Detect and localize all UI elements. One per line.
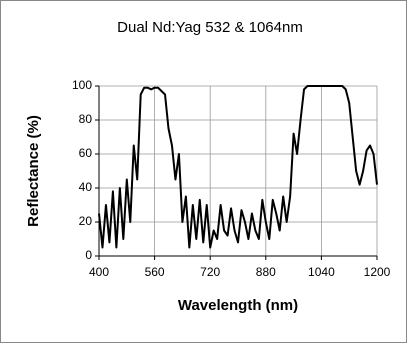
x-tick-label: 1040 [308,265,335,279]
x-tick-label: 400 [89,265,109,279]
chart-title: Dual Nd:Yag 532 & 1064nm [117,19,303,36]
y-tick-label: 0 [85,248,92,262]
y-axis-label: Reflectance (%) [25,115,42,227]
x-tick-label: 880 [256,265,276,279]
x-tick-label: 1200 [364,265,391,279]
x-tick-label: 560 [145,265,165,279]
x-axis-label: Wavelength (nm) [178,297,298,314]
x-tick-label: 720 [200,265,220,279]
y-tick-label: 60 [79,146,93,160]
y-tick-label: 40 [79,180,93,194]
y-tick-label: 100 [72,78,92,92]
y-tick-label: 20 [79,214,93,228]
y-tick-label: 80 [79,112,93,126]
data-line [98,85,378,249]
